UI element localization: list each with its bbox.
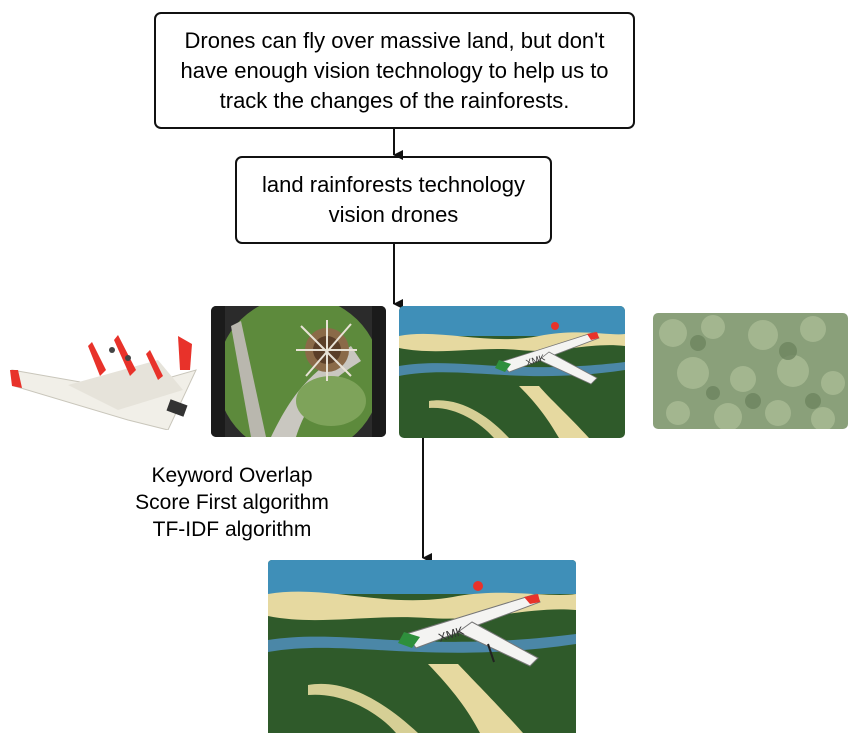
keywords-text: land rainforests technology vision drone… <box>262 172 525 227</box>
candidate-image-forest-canopy <box>653 313 848 429</box>
algorithm-keyword-overlap: Keyword Overlap <box>151 464 313 487</box>
algorithms-label: Keyword Overlap Score First algorithm TF… <box>105 462 359 543</box>
candidate-image-nest-aerial <box>211 306 386 437</box>
algorithm-tf-idf: TF-IDF algorithm <box>152 518 312 541</box>
candidate-image-flying-wing-drone <box>10 335 197 430</box>
sentence-box: Drones can fly over massive land, but do… <box>154 12 635 129</box>
result-image-drone-over-river: XMK <box>268 560 576 733</box>
algorithm-score-first: Score First algorithm <box>135 491 329 514</box>
candidate-image-drone-over-river: XMK <box>399 306 625 438</box>
sentence-text: Drones can fly over massive land, but do… <box>180 27 609 113</box>
